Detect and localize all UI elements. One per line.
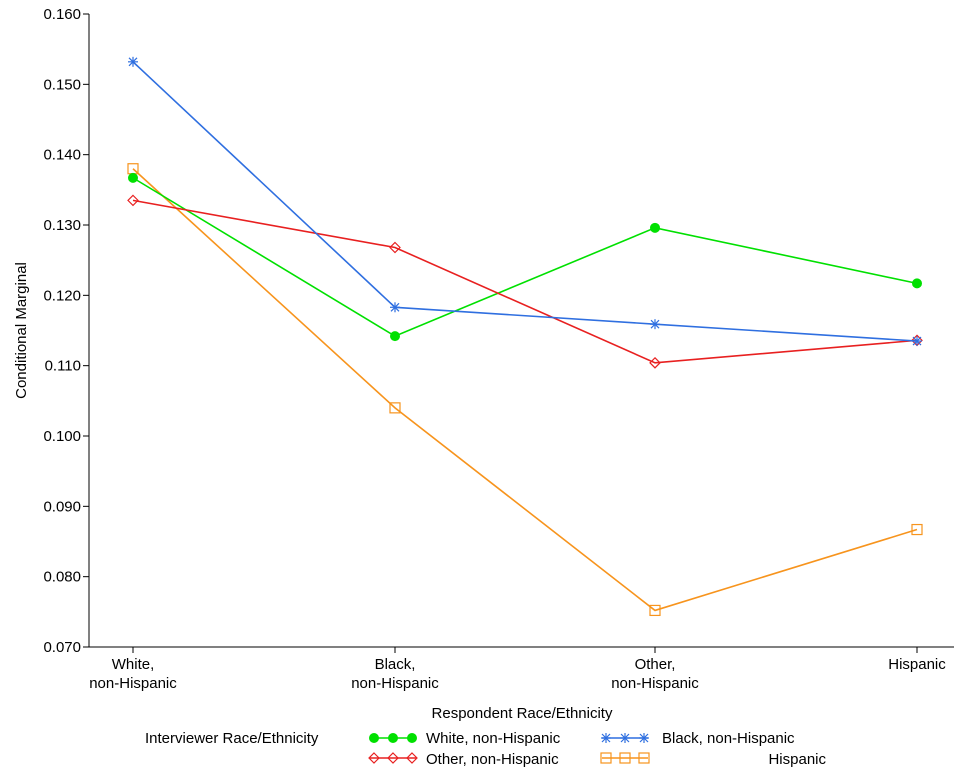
y-tick-label: 0.090 [43, 498, 81, 515]
series-group [127, 56, 923, 617]
series-black-non-hispanic [128, 56, 922, 347]
legend-swatch-marker [638, 752, 650, 764]
series-line [132, 199, 918, 364]
x-axis-ticks: White, non-Hispanic Black, non-Hispanic Othe… [89, 647, 946, 692]
legend-swatch-marker [406, 752, 418, 764]
legend-label: Hispanic [768, 751, 826, 768]
series-hispanic [127, 163, 923, 617]
y-tick-label: 0.100 [43, 428, 81, 445]
legend-swatch-marker [368, 752, 380, 764]
y-tick-label: 0.140 [43, 147, 81, 164]
x-axis-title: Respondent Race/Ethnicity [432, 705, 613, 722]
legend-label: Black, non-Hispanic [662, 730, 795, 747]
legend-item: Hispanic [600, 751, 826, 768]
legend-label: White, non-Hispanic [426, 730, 561, 747]
data-point [912, 336, 922, 347]
data-point [389, 241, 401, 254]
series-line [132, 177, 918, 338]
legend-label: Other, non-Hispanic [426, 751, 559, 768]
legend: Interviewer Race/Ethnicity White, non-Hi… [145, 730, 826, 768]
legend-swatch-marker [601, 733, 611, 743]
legend-item: White, non-Hispanic [369, 730, 561, 747]
x-tick-label: Black, non-Hispanic [351, 656, 439, 692]
data-point [390, 331, 400, 342]
y-tick-label: 0.070 [43, 639, 81, 656]
data-point [390, 302, 400, 313]
data-point [128, 172, 138, 183]
data-point [127, 194, 139, 207]
legend-swatch-marker [600, 752, 612, 764]
data-point [649, 357, 661, 369]
legend-swatch-marker [407, 733, 417, 743]
data-point [912, 278, 922, 289]
legend-item: Other, non-Hispanic [368, 751, 559, 768]
y-tick-label: 0.080 [43, 569, 81, 586]
x-tick-label: White, non-Hispanic [89, 656, 177, 692]
series-line [132, 61, 918, 342]
series-line [132, 168, 918, 612]
data-point [128, 56, 138, 67]
data-point [389, 402, 401, 414]
legend-swatch-marker [619, 752, 631, 764]
legend-swatch-marker [387, 752, 399, 764]
legend-swatch-marker [639, 733, 649, 743]
data-point [650, 222, 660, 233]
data-point [649, 604, 661, 617]
y-axis-title: Conditional Marginal [13, 262, 30, 399]
y-tick-label: 0.130 [43, 217, 81, 234]
y-axis-ticks: 0.070 0.080 0.090 0.100 0.110 0.120 0.130 0.140… [43, 6, 89, 656]
axes [88, 14, 954, 648]
data-point [911, 523, 923, 536]
x-tick-label: Hispanic [888, 656, 946, 673]
series-white-non-hispanic [128, 172, 922, 342]
y-tick-label: 0.110 [45, 358, 81, 375]
legend-swatch-marker [388, 733, 398, 743]
y-tick-label: 0.160 [43, 6, 81, 23]
x-tick-label: Other, non-Hispanic [611, 656, 699, 692]
legend-swatch-marker [369, 733, 379, 743]
legend-title: Interviewer Race/Ethnicity [145, 730, 319, 747]
y-tick-label: 0.150 [43, 76, 81, 93]
y-tick-label: 0.120 [43, 287, 81, 304]
data-point [650, 319, 660, 330]
legend-item: Black, non-Hispanic [601, 730, 795, 747]
legend-swatch-marker [620, 733, 630, 743]
